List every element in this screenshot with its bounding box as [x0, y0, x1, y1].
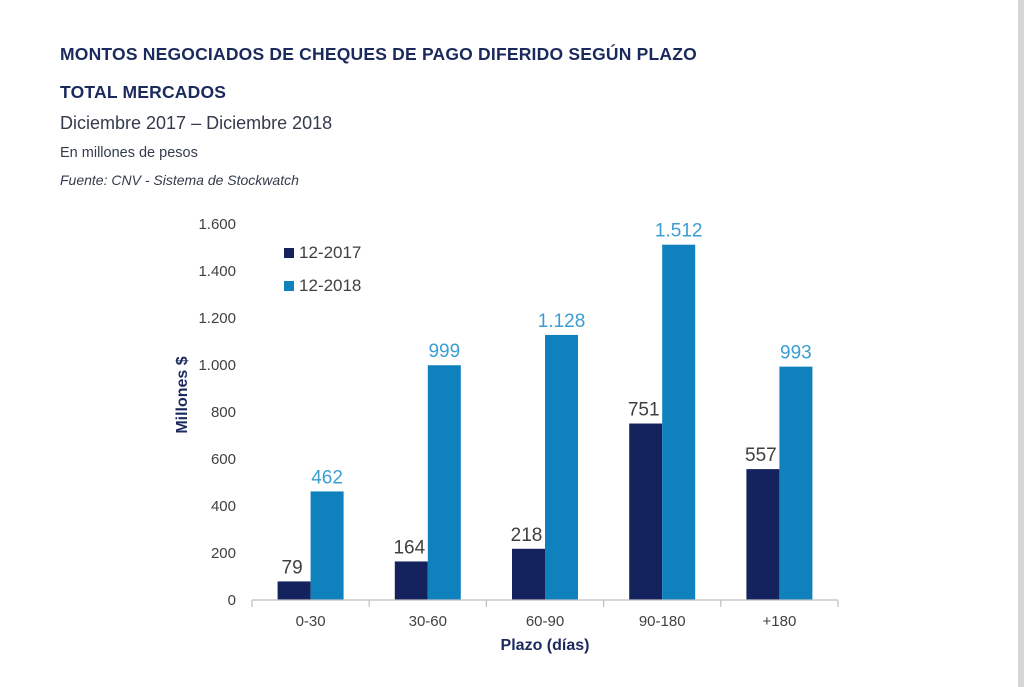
page-edge [1018, 0, 1024, 687]
y-tick-label: 1.000 [198, 357, 236, 374]
chart-title-market: TOTAL MERCADOS [60, 82, 227, 102]
data-label-12-2018: 1.128 [538, 311, 586, 332]
data-label-12-2017: 557 [745, 445, 777, 466]
bar-12-2017-90-180 [629, 423, 663, 600]
y-tick-label: 1.600 [198, 216, 236, 233]
y-axis-ticks: 0 200 400 600 800 1.000 1.200 1.400 1.600 [198, 216, 236, 609]
bar-12-2018-0-30 [310, 491, 344, 600]
bar-12-2018-90-180 [662, 244, 696, 600]
y-tick-label: 200 [211, 545, 236, 562]
y-axis-title: Millones $ [174, 356, 191, 433]
x-tick-label: 30-60 [409, 613, 447, 630]
chart-unit: En millones de pesos [60, 145, 198, 161]
chart-period: Diciembre 2017 – Diciembre 2018 [60, 113, 333, 133]
chart-title: MONTOS NEGOCIADOS DE CHEQUES DE PAGO DIF… [60, 44, 697, 64]
bar-12-2017-0-30 [277, 581, 311, 600]
x-axis-title: Plazo (días) [501, 637, 590, 654]
bar-12-2017-30-60 [394, 561, 428, 600]
x-tick-label: 0-30 [296, 613, 326, 630]
data-label-12-2017: 218 [511, 525, 543, 546]
y-tick-label: 600 [211, 451, 236, 468]
bar-12-2018-+180 [779, 366, 813, 600]
data-labels: 79 462 164 999 218 1.128 751 1.512 557 993 [282, 221, 812, 579]
y-tick-label: 800 [211, 404, 236, 421]
legend-label: 12-2017 [299, 243, 361, 262]
data-label-12-2017: 79 [282, 557, 303, 578]
bar-12-2018-30-60 [427, 365, 461, 600]
y-tick-label: 1.200 [198, 310, 236, 327]
data-label-12-2018: 1.512 [655, 221, 703, 242]
x-tick-label: 90-180 [639, 613, 686, 630]
legend-swatch [284, 281, 294, 291]
x-tick-label: 60-90 [526, 613, 564, 630]
legend: 12-2017 12-2018 [284, 243, 361, 295]
data-label-12-2017: 751 [628, 400, 660, 421]
legend-label: 12-2018 [299, 276, 361, 295]
chart-source: Fuente: CNV - Sistema de Stockwatch [60, 172, 299, 188]
data-label-12-2018: 993 [780, 343, 812, 364]
x-axis-ticks: 0-30 30-60 60-90 90-180 +180 [251, 600, 839, 630]
data-label-12-2017: 164 [393, 537, 425, 558]
bars [277, 244, 813, 600]
y-tick-label: 400 [211, 498, 236, 515]
data-label-12-2018: 999 [428, 341, 460, 362]
data-label-12-2018: 462 [311, 467, 343, 488]
legend-swatch [284, 248, 294, 258]
bar-12-2017-+180 [746, 469, 780, 600]
x-tick-label: +180 [763, 613, 797, 630]
chart-header: MONTOS NEGOCIADOS DE CHEQUES DE PAGO DIF… [60, 44, 697, 189]
bar-12-2018-60-90 [545, 334, 578, 600]
y-tick-label: 0 [228, 592, 236, 609]
bar-12-2017-60-90 [512, 548, 545, 600]
y-tick-label: 1.400 [198, 263, 236, 280]
